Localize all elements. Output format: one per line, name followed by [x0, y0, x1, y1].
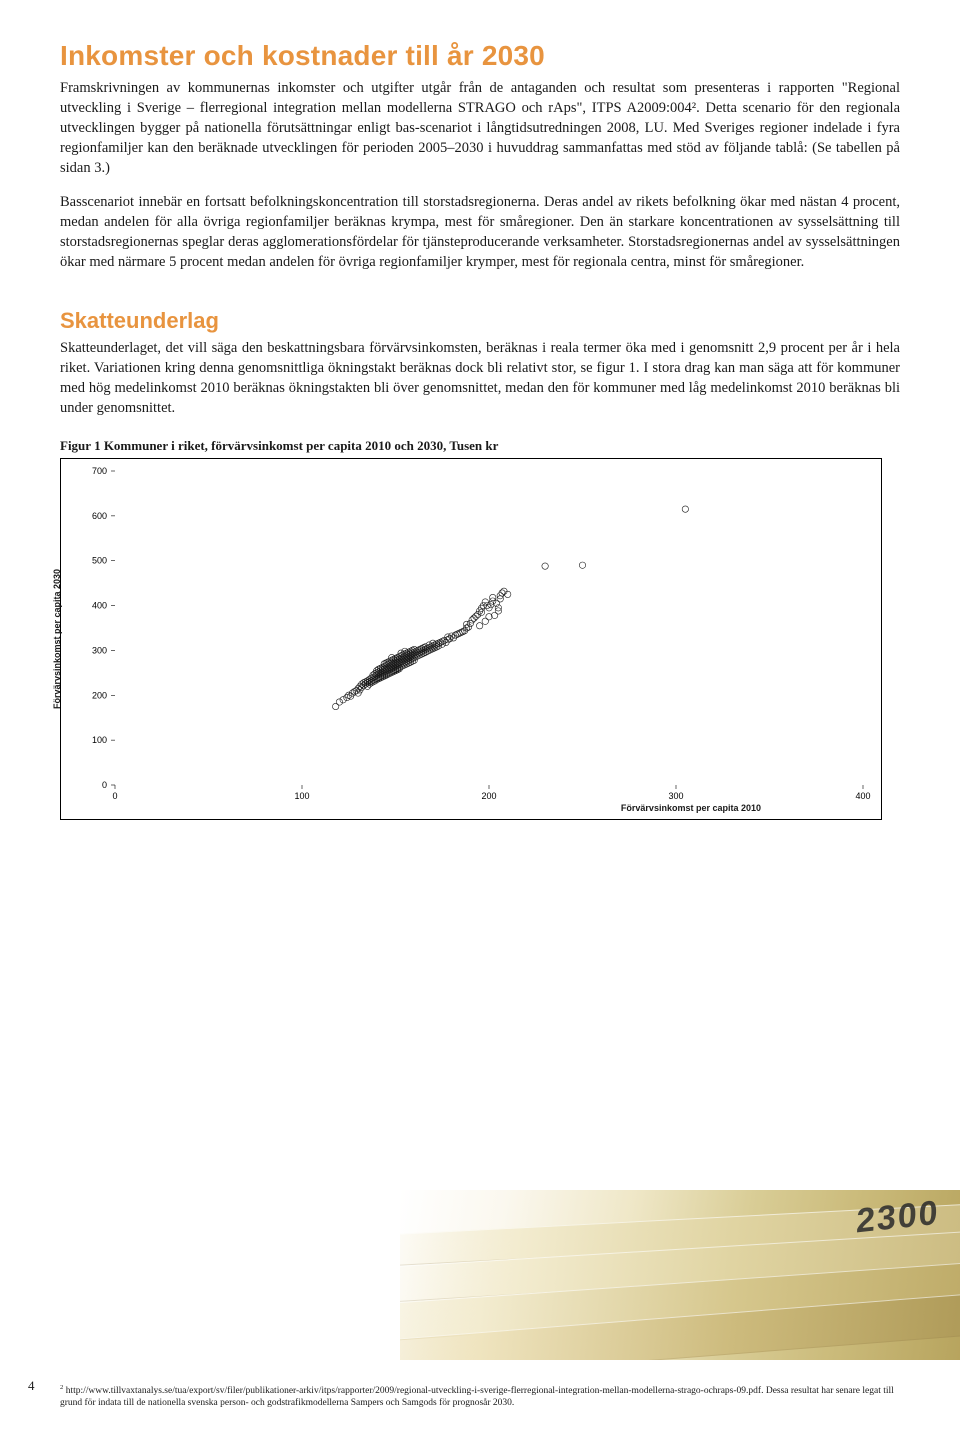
- svg-text:200: 200: [92, 690, 107, 700]
- svg-text:0: 0: [102, 780, 107, 790]
- body-paragraph-3: Skatteunderlaget, det vill säga den besk…: [60, 338, 900, 418]
- svg-text:200: 200: [481, 791, 496, 801]
- body-paragraph-2: Basscenariot innebär en fortsatt befolkn…: [60, 192, 900, 272]
- banknote-photo: 2300: [400, 1190, 960, 1360]
- footnote: 2 http://www.tillvaxtanalys.se/tua/expor…: [60, 1384, 900, 1410]
- svg-text:600: 600: [92, 511, 107, 521]
- body-paragraph-1: Framskrivningen av kommunernas inkomster…: [60, 78, 900, 178]
- svg-text:400: 400: [92, 601, 107, 611]
- y-axis-label: Förvärvsinkomst per capita 2030: [52, 569, 62, 709]
- chart-svg: 0 100 200 300 400 500 600 700 0 100 200 300 400: [61, 459, 881, 819]
- page: Inkomster och kostnader till år 2030 Fra…: [0, 0, 960, 1430]
- footnote-label: 2: [60, 1384, 63, 1391]
- scatter-chart: Förvärvsinkomst per capita 2030 Förvärvs…: [60, 458, 882, 820]
- svg-text:300: 300: [668, 791, 683, 801]
- chart-title: Figur 1 Kommuner i riket, förvärvsinkoms…: [60, 438, 900, 454]
- section-heading-skatteunderlag: Skatteunderlag: [60, 308, 900, 334]
- svg-text:700: 700: [92, 466, 107, 476]
- svg-text:300: 300: [92, 645, 107, 655]
- x-axis-label: Förvärvsinkomst per capita 2010: [621, 803, 761, 813]
- page-number: 4: [28, 1378, 35, 1394]
- main-heading: Inkomster och kostnader till år 2030: [60, 40, 900, 72]
- svg-text:100: 100: [92, 735, 107, 745]
- svg-text:500: 500: [92, 556, 107, 566]
- svg-text:400: 400: [855, 791, 870, 801]
- svg-text:100: 100: [294, 791, 309, 801]
- svg-text:0: 0: [112, 791, 117, 801]
- footnote-text: http://www.tillvaxtanalys.se/tua/export/…: [60, 1386, 894, 1408]
